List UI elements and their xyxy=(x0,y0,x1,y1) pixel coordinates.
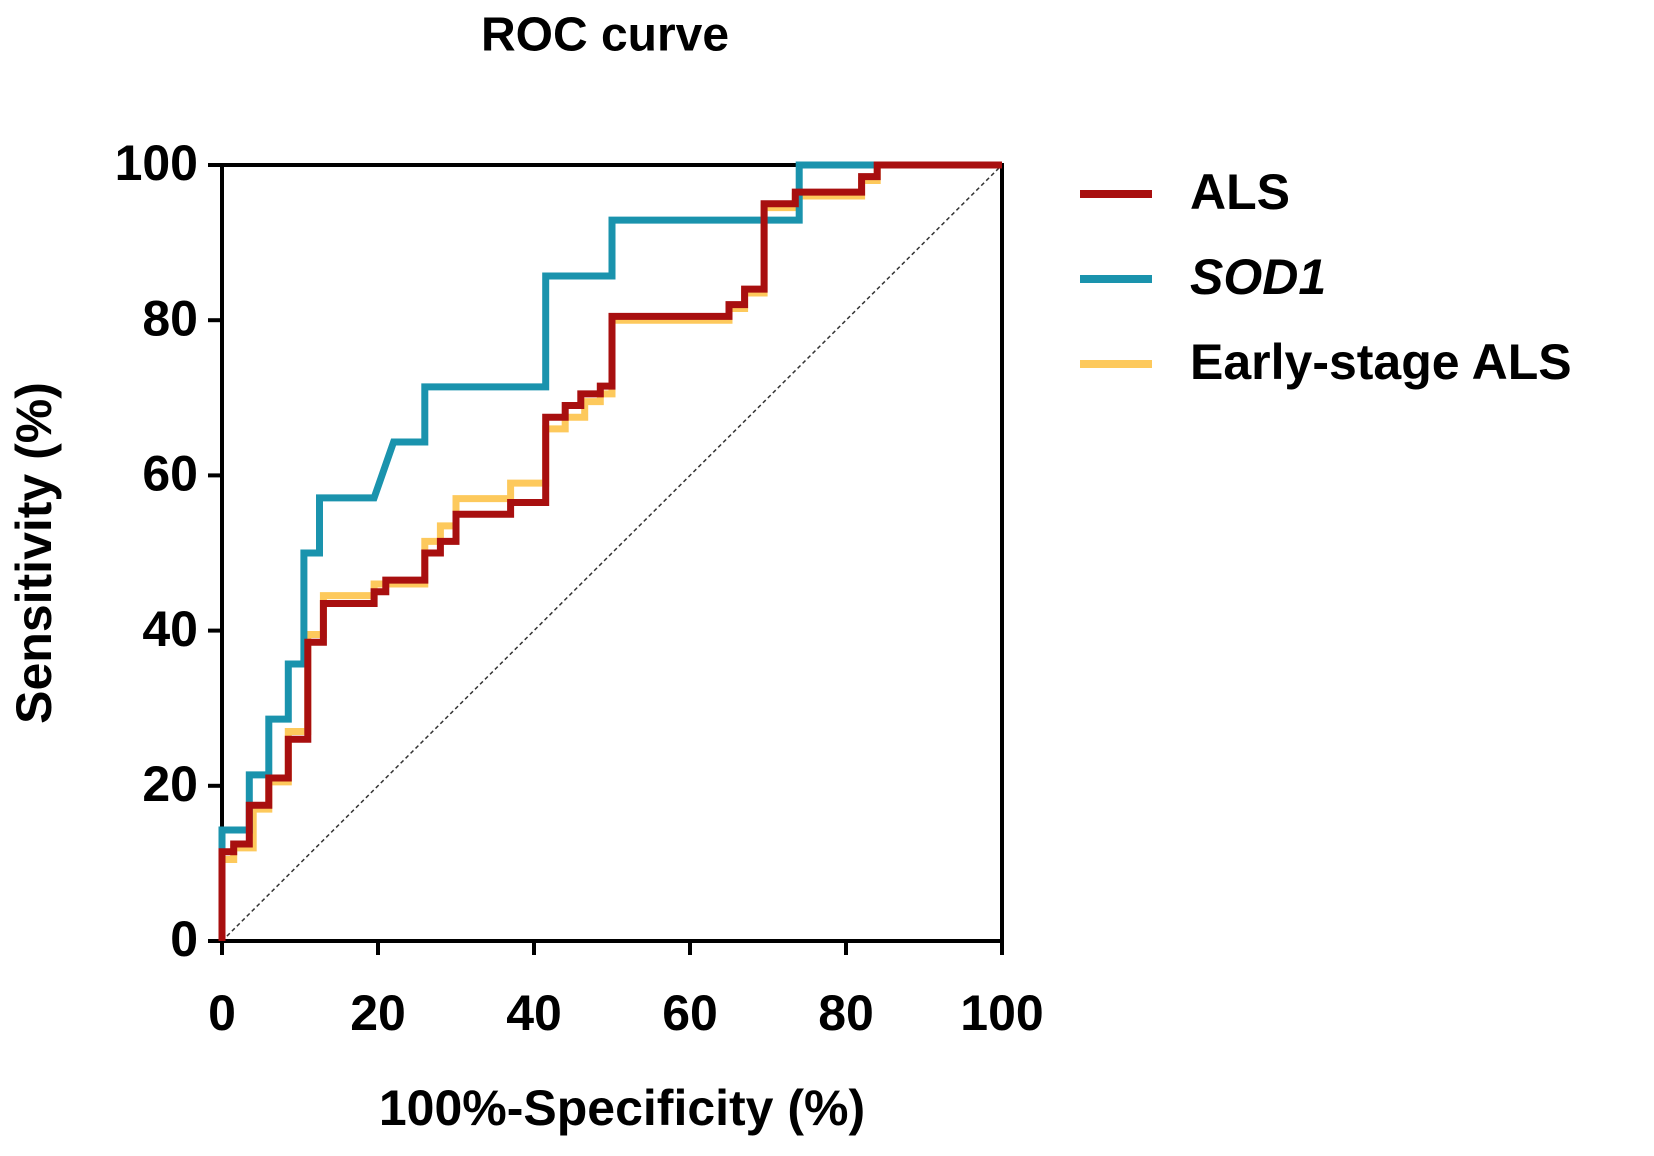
legend-label: ALS xyxy=(1190,164,1290,220)
x-axis-title: 100%-Specificity (%) xyxy=(379,1080,865,1136)
x-tick-label: 0 xyxy=(208,985,236,1041)
x-tick-label: 20 xyxy=(350,985,406,1041)
x-tick-label: 60 xyxy=(662,985,718,1041)
chart-title: ROC curve xyxy=(481,9,729,62)
legend-label: SOD1 xyxy=(1190,249,1326,305)
x-tick-label: 100 xyxy=(960,985,1043,1041)
y-axis-title: Sensitivity (%) xyxy=(6,382,62,724)
y-tick-label: 0 xyxy=(170,911,198,967)
roc-line xyxy=(218,161,878,941)
plot-frame xyxy=(220,163,1004,943)
y-tick-label: 80 xyxy=(142,290,198,346)
y-tick-label: 40 xyxy=(142,601,198,657)
x-tick-label: 80 xyxy=(818,985,874,1041)
x-tick-label: 40 xyxy=(506,985,562,1041)
reference-diagonal xyxy=(221,164,1003,942)
legend-label: Early-stage ALS xyxy=(1190,334,1572,390)
y-tick-label: 100 xyxy=(115,135,198,191)
y-tick-label: 60 xyxy=(142,446,198,502)
y-tick-label: 20 xyxy=(142,756,198,812)
roc-line xyxy=(218,161,1002,941)
